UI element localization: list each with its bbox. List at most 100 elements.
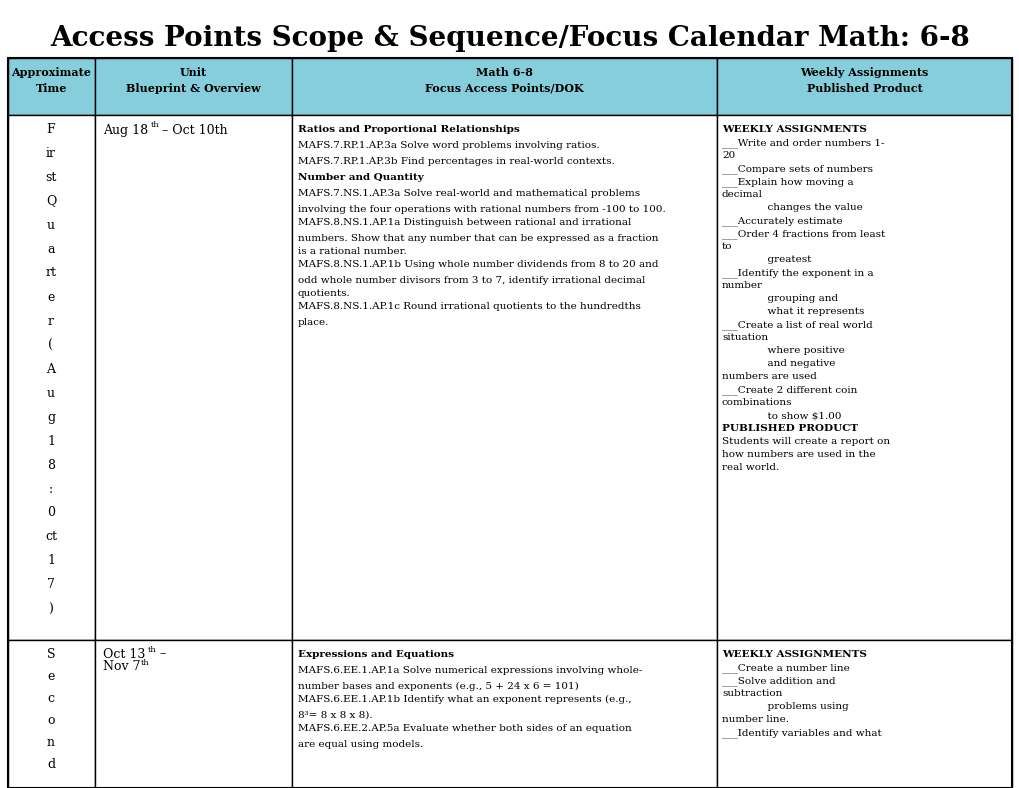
Text: place.: place. — [298, 318, 329, 327]
Text: Unit: Unit — [179, 66, 207, 77]
Text: 1: 1 — [47, 434, 55, 448]
Text: are equal using models.: are equal using models. — [298, 740, 423, 749]
Text: F: F — [47, 122, 55, 136]
Text: subtraction: subtraction — [721, 689, 782, 698]
Text: numbers are used: numbers are used — [721, 372, 816, 381]
Text: how numbers are used in the: how numbers are used in the — [721, 450, 874, 459]
Bar — [291, 58, 716, 115]
Text: ): ) — [49, 603, 53, 615]
Text: real world.: real world. — [721, 463, 779, 472]
Bar — [716, 58, 1011, 115]
Text: number line.: number line. — [721, 715, 789, 724]
Text: u: u — [47, 218, 55, 232]
Text: MAFS.7.RP.1.AP.3b Find percentages in real-world contexts.: MAFS.7.RP.1.AP.3b Find percentages in re… — [298, 157, 614, 166]
Text: 8³= 8 x 8 x 8).: 8³= 8 x 8 x 8). — [298, 711, 372, 720]
Text: where positive: where positive — [721, 346, 844, 355]
Text: MAFS.8.NS.1.AP.1a Distinguish between rational and irrational: MAFS.8.NS.1.AP.1a Distinguish between ra… — [298, 218, 631, 227]
Text: a: a — [47, 243, 55, 255]
Text: 7: 7 — [47, 578, 55, 592]
Bar — [8, 115, 95, 640]
Text: 20: 20 — [721, 151, 735, 160]
Text: A: A — [47, 362, 55, 376]
Text: r: r — [48, 314, 54, 328]
Text: odd whole number divisors from 3 to 7, identify irrational decimal: odd whole number divisors from 3 to 7, i… — [298, 276, 645, 285]
Text: Nov 7: Nov 7 — [103, 660, 141, 674]
Text: WEEKLY ASSIGNMENTS: WEEKLY ASSIGNMENTS — [721, 650, 866, 659]
Text: to show $1.00: to show $1.00 — [721, 411, 841, 420]
Bar — [716, 640, 1011, 788]
Bar — [8, 58, 95, 115]
Text: what it represents: what it represents — [721, 307, 863, 316]
Text: 0: 0 — [47, 507, 55, 519]
Text: d: d — [47, 757, 55, 771]
Text: ct: ct — [45, 530, 57, 544]
Text: decimal: decimal — [721, 190, 762, 199]
Text: th: th — [151, 121, 160, 129]
Text: combinations: combinations — [721, 398, 792, 407]
Text: PUBLISHED PRODUCT: PUBLISHED PRODUCT — [721, 424, 857, 433]
Text: ___Order 4 fractions from least: ___Order 4 fractions from least — [721, 229, 884, 239]
Text: ___Solve addition and: ___Solve addition and — [721, 676, 835, 686]
Bar — [95, 115, 291, 640]
Text: greatest: greatest — [721, 255, 810, 264]
Text: grouping and: grouping and — [721, 294, 838, 303]
Text: th: th — [148, 646, 157, 654]
Text: c: c — [48, 692, 54, 704]
Text: numbers. Show that any number that can be expressed as a fraction: numbers. Show that any number that can b… — [298, 234, 658, 243]
Text: Oct 13: Oct 13 — [103, 648, 146, 660]
Text: st: st — [45, 170, 57, 184]
Text: o: o — [47, 713, 55, 727]
Text: ___Compare sets of numbers: ___Compare sets of numbers — [721, 164, 872, 173]
Text: Q: Q — [46, 195, 56, 207]
Text: Students will create a report on: Students will create a report on — [721, 437, 890, 446]
Text: rt: rt — [46, 266, 56, 280]
Text: :: : — [49, 482, 53, 496]
Text: ___Accurately estimate: ___Accurately estimate — [721, 216, 842, 225]
Bar — [716, 115, 1011, 640]
Text: MAFS.6.EE.2.AP.5a Evaluate whether both sides of an equation: MAFS.6.EE.2.AP.5a Evaluate whether both … — [298, 724, 631, 733]
Text: MAFS.7.NS.1.AP.3a Solve real-world and mathematical problems: MAFS.7.NS.1.AP.3a Solve real-world and m… — [298, 189, 640, 198]
Text: ___Create 2 different coin: ___Create 2 different coin — [721, 385, 857, 395]
Text: (: ( — [49, 339, 53, 351]
Text: u: u — [47, 386, 55, 400]
Text: problems using: problems using — [721, 702, 848, 711]
Text: g: g — [47, 411, 55, 423]
Text: Number and Quantity: Number and Quantity — [298, 173, 423, 182]
Text: Time: Time — [36, 83, 67, 94]
Bar — [291, 115, 716, 640]
Text: ___Explain how moving a: ___Explain how moving a — [721, 177, 853, 187]
Bar — [95, 640, 291, 788]
Text: n: n — [47, 735, 55, 749]
Text: MAFS.8.NS.1.AP.1c Round irrational quotients to the hundredths: MAFS.8.NS.1.AP.1c Round irrational quoti… — [298, 302, 640, 311]
Text: is a rational number.: is a rational number. — [298, 247, 407, 256]
Text: situation: situation — [721, 333, 767, 342]
Text: involving the four operations with rational numbers from -100 to 100.: involving the four operations with ratio… — [298, 205, 665, 214]
Text: Focus Access Points/DOK: Focus Access Points/DOK — [425, 83, 583, 94]
Text: ___Create a number line: ___Create a number line — [721, 663, 849, 673]
Text: –: – — [159, 648, 165, 660]
Text: number bases and exponents (e.g., 5 + 24 x 6 = 101): number bases and exponents (e.g., 5 + 24… — [298, 682, 578, 691]
Text: MAFS.6.EE.1.AP.1a Solve numerical expressions involving whole-: MAFS.6.EE.1.AP.1a Solve numerical expres… — [298, 666, 642, 675]
Text: Expressions and Equations: Expressions and Equations — [298, 650, 453, 659]
Text: 8: 8 — [47, 459, 55, 471]
Text: Aug 18: Aug 18 — [103, 124, 148, 136]
Text: ___Create a list of real world: ___Create a list of real world — [721, 320, 872, 329]
Text: ___Identify variables and what: ___Identify variables and what — [721, 728, 880, 738]
Text: quotients.: quotients. — [298, 289, 351, 298]
Text: MAFS.6.EE.1.AP.1b Identify what an exponent represents (e.g.,: MAFS.6.EE.1.AP.1b Identify what an expon… — [298, 695, 631, 704]
Text: – Oct 10th: – Oct 10th — [162, 124, 227, 136]
Text: ___Write and order numbers 1-: ___Write and order numbers 1- — [721, 138, 883, 147]
Text: Ratios and Proportional Relationships: Ratios and Proportional Relationships — [298, 125, 520, 134]
Bar — [291, 640, 716, 788]
Text: Approximate: Approximate — [11, 66, 92, 77]
Text: 1: 1 — [47, 555, 55, 567]
Text: e: e — [47, 670, 55, 682]
Text: Access Points Scope & Sequence/Focus Calendar Math: 6-8: Access Points Scope & Sequence/Focus Cal… — [50, 24, 969, 51]
Text: to: to — [721, 242, 732, 251]
Text: e: e — [47, 291, 55, 303]
Text: number: number — [721, 281, 762, 290]
Text: Blueprint & Overview: Blueprint & Overview — [126, 83, 261, 94]
Text: WEEKLY ASSIGNMENTS: WEEKLY ASSIGNMENTS — [721, 125, 866, 134]
Bar — [8, 640, 95, 788]
Text: MAFS.8.NS.1.AP.1b Using whole number dividends from 8 to 20 and: MAFS.8.NS.1.AP.1b Using whole number div… — [298, 260, 658, 269]
